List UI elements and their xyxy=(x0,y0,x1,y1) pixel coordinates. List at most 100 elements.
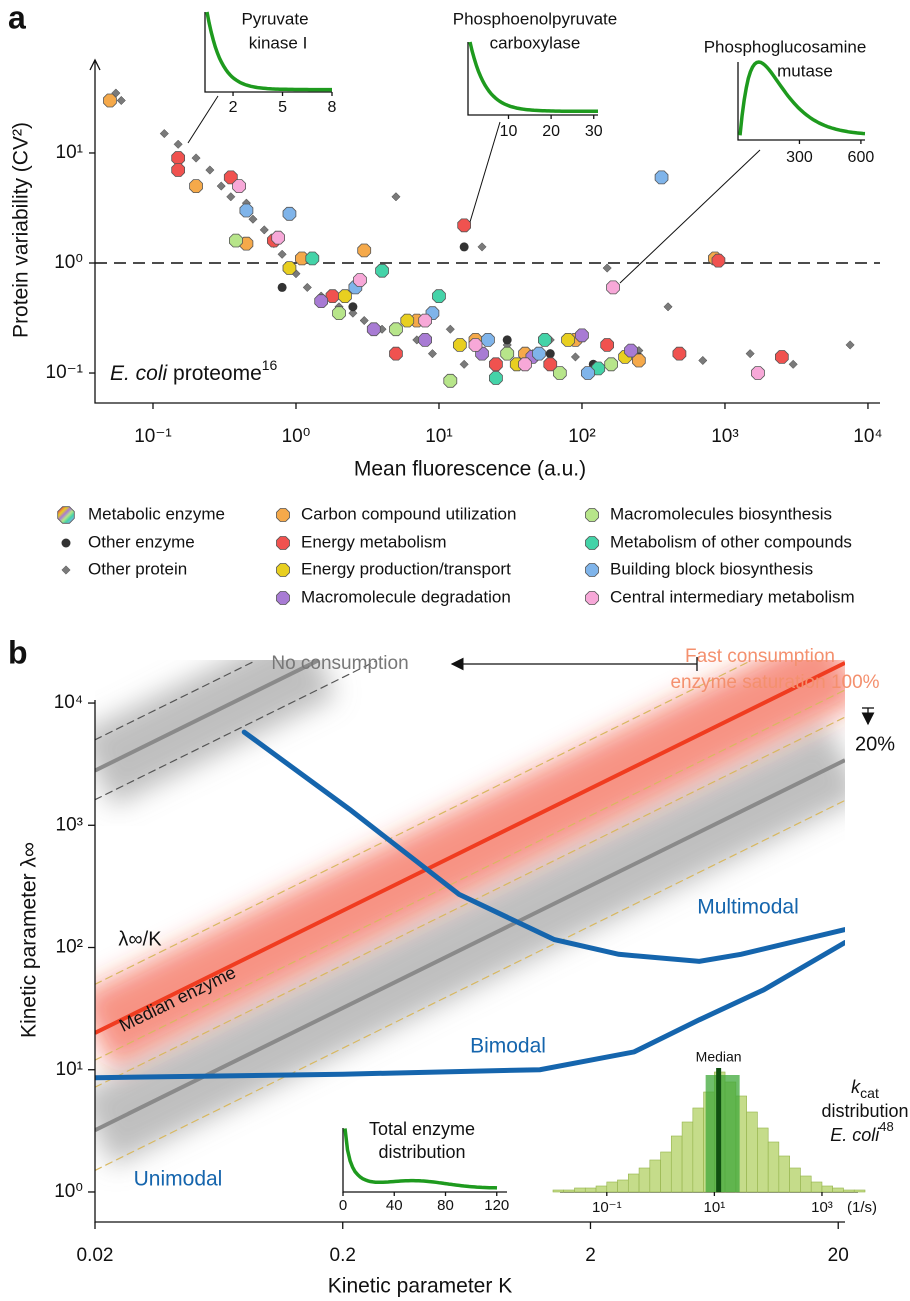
point xyxy=(543,357,558,372)
point xyxy=(570,352,580,362)
axes xyxy=(94,60,880,404)
point xyxy=(581,366,595,380)
point xyxy=(223,170,238,185)
point xyxy=(171,151,185,165)
inset-tick-label: 10¹ xyxy=(704,1199,726,1216)
annotation: λ∞/K xyxy=(118,928,162,950)
point xyxy=(418,313,432,328)
x-tick-label: 0.2 xyxy=(330,1245,356,1266)
inset-curve xyxy=(343,1128,498,1190)
inset-title: Total enzyme xyxy=(369,1119,475,1139)
point xyxy=(663,302,673,312)
y-tick-label: 10³ xyxy=(56,814,83,835)
legend-label: Metabolic enzyme xyxy=(88,504,225,523)
axis-arrow xyxy=(89,58,101,71)
dashed-line xyxy=(95,660,255,741)
inset-title: mutase xyxy=(777,61,833,80)
inset-axes xyxy=(737,62,865,141)
legend-label: Building block biosynthesis xyxy=(610,559,813,578)
plot-area xyxy=(95,660,845,1171)
inset-title: Phosphoglucosamine xyxy=(704,37,867,56)
legend-label: Macromolecule degradation xyxy=(301,587,511,606)
point xyxy=(159,129,169,139)
band-line xyxy=(95,758,845,1132)
point xyxy=(216,181,226,191)
band-line xyxy=(95,661,845,1035)
x-axis-label: Kinetic parameter K xyxy=(328,1275,512,1298)
point xyxy=(453,338,467,352)
hist-bar xyxy=(800,1175,812,1193)
inset-tick-label: 120 xyxy=(484,1197,509,1214)
inset-unit: (1/s) xyxy=(847,1199,877,1216)
inset-link xyxy=(619,149,761,284)
dashed-line xyxy=(95,716,845,1088)
point xyxy=(532,346,546,361)
point xyxy=(116,95,126,106)
point xyxy=(191,153,201,163)
inset-tick-label: 30 xyxy=(585,123,603,140)
point xyxy=(173,139,183,149)
inset-axes xyxy=(467,42,598,116)
point xyxy=(205,165,215,175)
dashed-line xyxy=(95,660,751,985)
inset-tick-label: 5 xyxy=(278,99,287,116)
legend-marker xyxy=(585,508,599,522)
y-tick-label: 10¹ xyxy=(56,1059,83,1080)
inset-title: kinase I xyxy=(249,33,308,52)
hist-bar xyxy=(638,1167,651,1193)
hist-bar xyxy=(681,1121,694,1193)
hist-bar xyxy=(660,1151,672,1193)
inset-title: E. coli48 xyxy=(830,1119,894,1144)
x-tick-label: 10³ xyxy=(711,426,738,447)
point xyxy=(604,357,618,372)
point xyxy=(348,302,358,312)
annotation: Unimodal xyxy=(134,1168,223,1191)
x-tick-label: 10⁰ xyxy=(282,426,311,447)
legend-label: Energy metabolism xyxy=(301,532,447,551)
x-tick-label: 10⁴ xyxy=(853,426,882,447)
point xyxy=(282,206,297,221)
annotation-text: proteome xyxy=(173,362,262,385)
inset-title: carboxylase xyxy=(490,33,581,52)
point xyxy=(305,251,320,266)
inset-tick-label: 600 xyxy=(848,149,875,166)
hist-bar xyxy=(552,1189,564,1193)
y-tick-label: 10⁰ xyxy=(54,1181,83,1202)
point xyxy=(248,214,258,224)
point xyxy=(400,313,415,328)
inset-tick-label: 20 xyxy=(542,123,560,140)
hist-bar xyxy=(563,1189,575,1193)
hist-bar xyxy=(832,1187,844,1193)
hist-bar xyxy=(843,1189,855,1193)
point xyxy=(427,349,437,359)
boundary-line xyxy=(241,729,845,964)
annotation: E. coli proteome16 xyxy=(110,357,278,385)
point xyxy=(553,366,567,380)
point xyxy=(314,294,328,308)
annotation: Multimodal xyxy=(697,896,799,919)
legend-label: Macromolecules biosynthesis xyxy=(610,504,832,523)
point xyxy=(654,170,669,185)
point xyxy=(271,230,285,245)
x-tick-label: 10⁻¹ xyxy=(134,426,172,447)
inset-tick-label: 10 xyxy=(500,123,518,140)
inset-tick-label: 8 xyxy=(328,99,337,116)
legend-marker xyxy=(276,536,290,550)
point xyxy=(259,225,269,235)
point xyxy=(389,322,403,337)
legend-marker xyxy=(276,508,290,522)
dashed-line xyxy=(95,799,845,1171)
point xyxy=(282,261,297,275)
annotation: No consumption xyxy=(271,653,408,674)
point xyxy=(232,179,246,193)
x-tick-label: 10² xyxy=(568,426,595,447)
legend-marker xyxy=(61,538,71,548)
point xyxy=(277,249,287,259)
point xyxy=(591,361,606,376)
hist-bar xyxy=(778,1155,790,1193)
point xyxy=(518,357,532,372)
hist-bar xyxy=(627,1173,640,1193)
y-tick-label: 10⁰ xyxy=(54,252,83,273)
legend-label: Other enzyme xyxy=(88,532,195,551)
